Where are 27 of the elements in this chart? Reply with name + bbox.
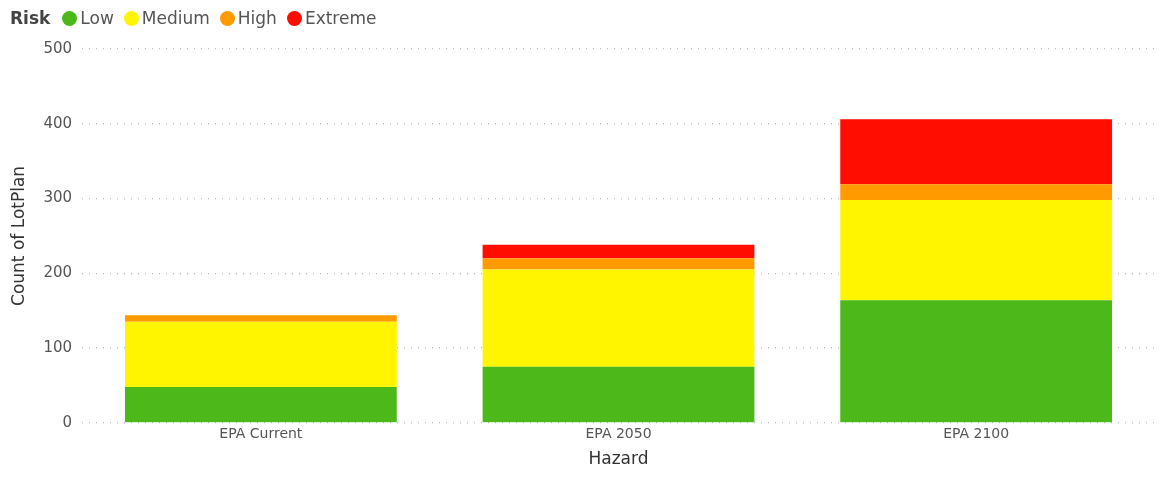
- bar: [482, 258, 755, 270]
- legend-label: Extreme: [304, 8, 377, 28]
- bar: [840, 119, 1113, 185]
- bar: [124, 315, 397, 322]
- bar: [482, 366, 755, 423]
- x-tick-label: EPA 2100: [943, 424, 1010, 441]
- bar: [840, 200, 1113, 301]
- legend-title: Risk: [10, 8, 51, 28]
- y-tick-label: 100: [43, 337, 73, 356]
- y-tick-label: 0: [62, 412, 73, 431]
- bar: [840, 300, 1113, 423]
- legend-label: Low: [80, 8, 114, 28]
- bar: [482, 244, 755, 259]
- y-tick-label: 400: [43, 113, 73, 132]
- y-tick-label: 500: [43, 38, 73, 57]
- x-tick-label: EPA Current: [219, 424, 303, 441]
- x-axis-title: Hazard: [588, 448, 649, 469]
- legend-label: High: [237, 8, 277, 28]
- bar: [124, 321, 397, 387]
- x-tick-label: EPA 2050: [585, 424, 652, 441]
- bar: [840, 184, 1113, 201]
- bar: [124, 386, 397, 423]
- y-axis-title: Count of LotPlan: [7, 165, 28, 306]
- legend-label: Medium: [141, 8, 210, 28]
- y-tick-label: 300: [43, 188, 73, 207]
- y-tick-label: 200: [43, 263, 73, 282]
- bar: [482, 269, 755, 367]
